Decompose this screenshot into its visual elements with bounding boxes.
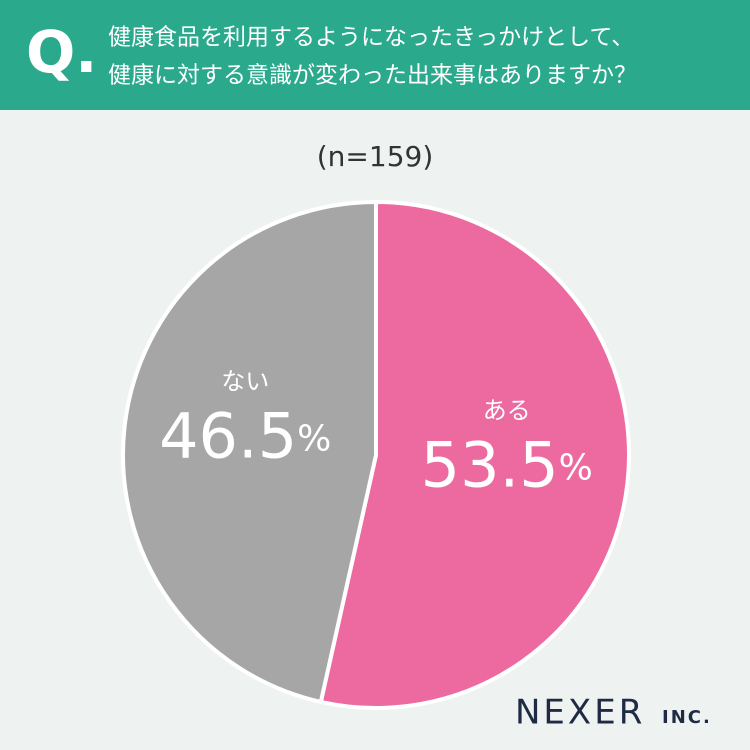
logo-suffix: INC.: [662, 707, 712, 728]
subtitle: (n=159): [317, 140, 434, 173]
slice-value-label: 46.5%: [159, 400, 331, 473]
header-band: [0, 0, 750, 110]
slice-category: ない: [221, 368, 269, 396]
title-line: 健康に対する意識が変わった出来事はありますか？: [108, 63, 637, 89]
pie: ある 53.5% ない 46.5%: [121, 200, 631, 710]
slice-value-label: 53.5%: [421, 429, 593, 502]
title-line: 健康食品を利用するようになったきっかけとして、: [108, 25, 634, 51]
pie-slice: [318, 200, 631, 710]
pie-slice: [121, 200, 378, 704]
slice-category: ある: [483, 396, 531, 424]
logo: NEXER: [515, 693, 645, 733]
badge: Q.: [26, 18, 97, 86]
